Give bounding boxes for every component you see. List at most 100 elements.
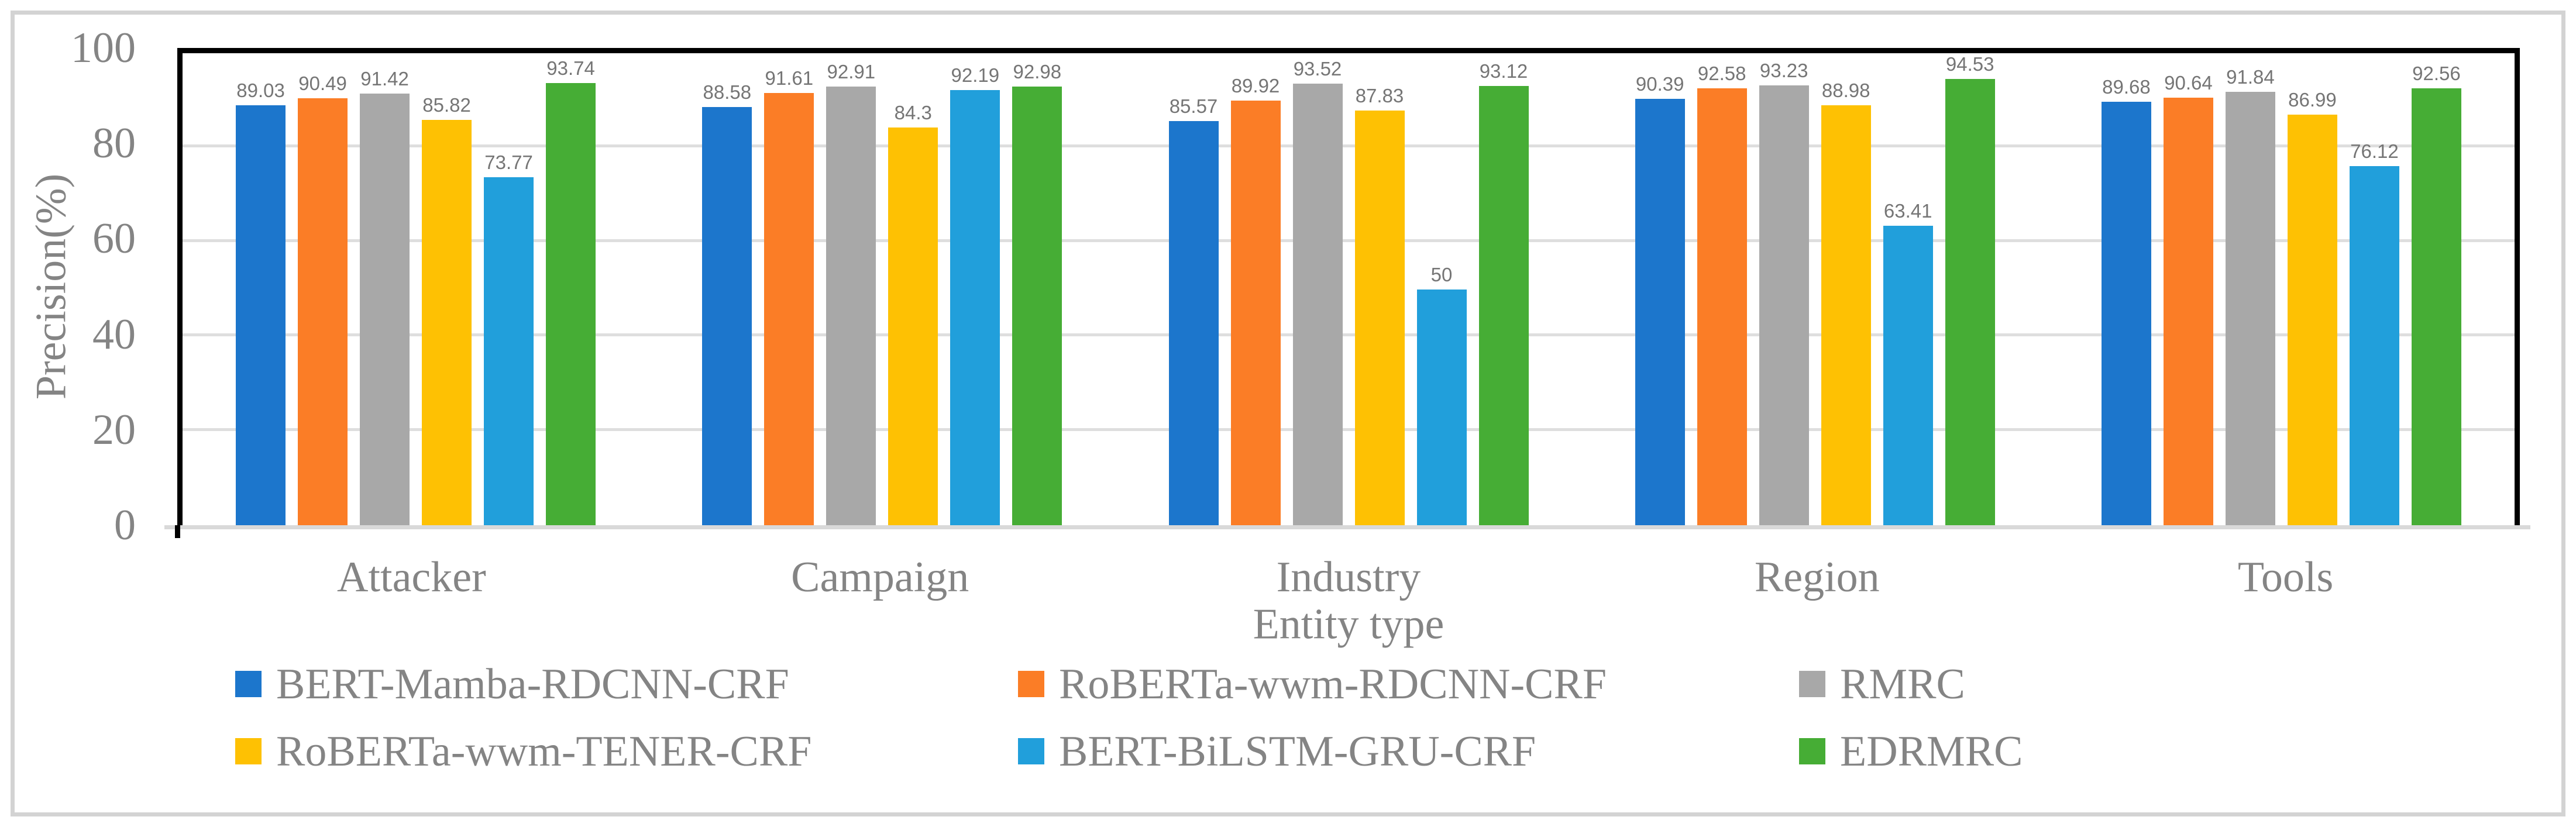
x-axis-category-label: Region xyxy=(1754,553,1880,601)
bar-slot: 92.98 xyxy=(1012,53,1062,525)
legend-series-label: RMRC xyxy=(1840,660,1965,708)
bar-slot: 89.68 xyxy=(2101,53,2151,525)
gridline xyxy=(183,144,2515,148)
legend-color-swatch xyxy=(235,671,262,697)
bar xyxy=(1635,98,1685,525)
bar-slot: 88.58 xyxy=(702,53,752,525)
bar xyxy=(1012,86,1062,525)
bar-value-label: 89.68 xyxy=(2102,76,2151,98)
bar-slot: 90.64 xyxy=(2163,53,2213,525)
bar-slot: 93.12 xyxy=(1478,53,1529,525)
category-group: 89.03 90.49 91.42 85.82 73.77 93.74 xyxy=(183,53,649,525)
category-group: 88.58 91.61 92.91 84.3 92.19 92.98 xyxy=(649,53,1115,525)
legend-item: EDRMRC xyxy=(1799,730,2326,773)
y-axis-tick-labels: 0 20 40 60 80 100 xyxy=(0,26,136,547)
bar xyxy=(764,92,814,525)
bar-value-label: 92.98 xyxy=(1013,60,1062,82)
legend-item: RoBERTa-wwm-RDCNN-CRF xyxy=(1018,663,1799,706)
bar xyxy=(826,87,876,525)
bar xyxy=(1697,88,1747,525)
bar xyxy=(298,98,348,525)
y-axis-tick-mark xyxy=(175,525,180,538)
legend-item: RoBERTa-wwm-TENER-CRF xyxy=(235,730,1018,773)
bar-value-label: 89.92 xyxy=(1231,75,1280,97)
bar-slot: 90.49 xyxy=(298,53,348,525)
bar-slot: 93.52 xyxy=(1292,53,1343,525)
bar-value-label: 63.41 xyxy=(1883,200,1932,222)
bar xyxy=(2287,115,2337,525)
bar-groups: 89.03 90.49 91.42 85.82 73.77 93.74 88.58 91.61… xyxy=(183,53,2515,525)
bar-value-label: 92.58 xyxy=(1697,62,1746,84)
bar-value-label: 87.83 xyxy=(1355,85,1404,107)
bar xyxy=(1416,289,1467,525)
bar-slot: 89.92 xyxy=(1230,53,1281,525)
bar xyxy=(2163,97,2213,525)
bar-slot: 92.19 xyxy=(950,53,1000,525)
legend-item: BERT-Mamba-RDCNN-CRF xyxy=(235,663,1018,706)
bar-slot: 85.82 xyxy=(422,53,472,525)
bar-value-label: 91.61 xyxy=(765,67,814,89)
gridline xyxy=(183,239,2515,242)
bar-value-label: 73.77 xyxy=(484,151,533,173)
bar-slot: 93.74 xyxy=(546,53,596,525)
y-axis-tick-label: 80 xyxy=(92,119,136,168)
bar-value-label: 91.42 xyxy=(360,68,409,90)
plot-area: 89.03 90.49 91.42 85.82 73.77 93.74 88.58 91.61… xyxy=(177,48,2520,525)
y-axis-tick-label: 20 xyxy=(92,405,136,454)
y-axis-tick-label: 40 xyxy=(92,310,136,359)
bar-value-label: 93.12 xyxy=(1479,60,1528,82)
legend-color-swatch xyxy=(1018,738,1044,764)
gridline xyxy=(183,428,2515,431)
bar xyxy=(2349,166,2399,525)
bar xyxy=(1478,85,1529,525)
bar-slot: 94.53 xyxy=(1945,53,1995,525)
bar-slot: 84.3 xyxy=(888,53,938,525)
x-axis-category-label: Attacker xyxy=(337,553,486,601)
bar-slot: 91.42 xyxy=(360,53,410,525)
bar-slot: 63.41 xyxy=(1883,53,1933,525)
bar xyxy=(1883,226,1933,525)
bar xyxy=(484,177,534,525)
x-axis-category-label: Industry xyxy=(1276,553,1421,601)
bar xyxy=(2411,88,2461,525)
bar-slot: 73.77 xyxy=(484,53,534,525)
bar-value-label: 92.91 xyxy=(827,61,876,83)
legend-series-label: RoBERTa-wwm-TENER-CRF xyxy=(276,727,812,776)
bar-slot: 92.56 xyxy=(2411,53,2461,525)
bar-slot: 93.23 xyxy=(1759,53,1809,525)
legend-series-label: BERT-BiLSTM-GRU-CRF xyxy=(1059,727,1536,776)
bar xyxy=(2101,102,2151,525)
bar xyxy=(236,105,286,525)
bar-slot: 50 xyxy=(1416,53,1467,525)
bar-value-label: 90.39 xyxy=(1635,73,1684,95)
bar-slot: 92.58 xyxy=(1697,53,1747,525)
bar-value-label: 92.19 xyxy=(951,64,1000,87)
bar-slot: 76.12 xyxy=(2349,53,2399,525)
legend-color-swatch xyxy=(1799,738,1825,764)
bar-value-label: 50 xyxy=(1430,263,1453,285)
x-axis-category-label: Tools xyxy=(2237,553,2334,601)
bar xyxy=(2225,91,2275,525)
legend-item: RMRC xyxy=(1799,663,2326,706)
x-axis-category-label: Campaign xyxy=(791,553,969,601)
bar xyxy=(422,120,472,525)
bar-value-label: 89.03 xyxy=(236,79,285,101)
legend-color-swatch xyxy=(1018,671,1044,697)
bar-value-label: 93.74 xyxy=(546,57,595,79)
bar-value-label: 93.52 xyxy=(1293,58,1342,80)
x-axis-title: Entity type xyxy=(1253,600,1445,649)
bar-value-label: 90.49 xyxy=(298,72,347,94)
bar-value-label: 92.56 xyxy=(2412,63,2461,85)
bar xyxy=(1821,105,1871,525)
bar-slot: 91.61 xyxy=(764,53,814,525)
bar-value-label: 88.58 xyxy=(703,81,752,104)
bar-value-label: 94.53 xyxy=(1945,53,1994,75)
bar-slot: 85.57 xyxy=(1168,53,1219,525)
legend-item: BERT-BiLSTM-GRU-CRF xyxy=(1018,730,1799,773)
bar-value-label: 85.57 xyxy=(1169,95,1218,118)
y-axis-tick-label: 0 xyxy=(114,501,136,549)
bar-slot: 91.84 xyxy=(2225,53,2275,525)
bar-slot: 92.91 xyxy=(826,53,876,525)
bar xyxy=(360,94,410,525)
